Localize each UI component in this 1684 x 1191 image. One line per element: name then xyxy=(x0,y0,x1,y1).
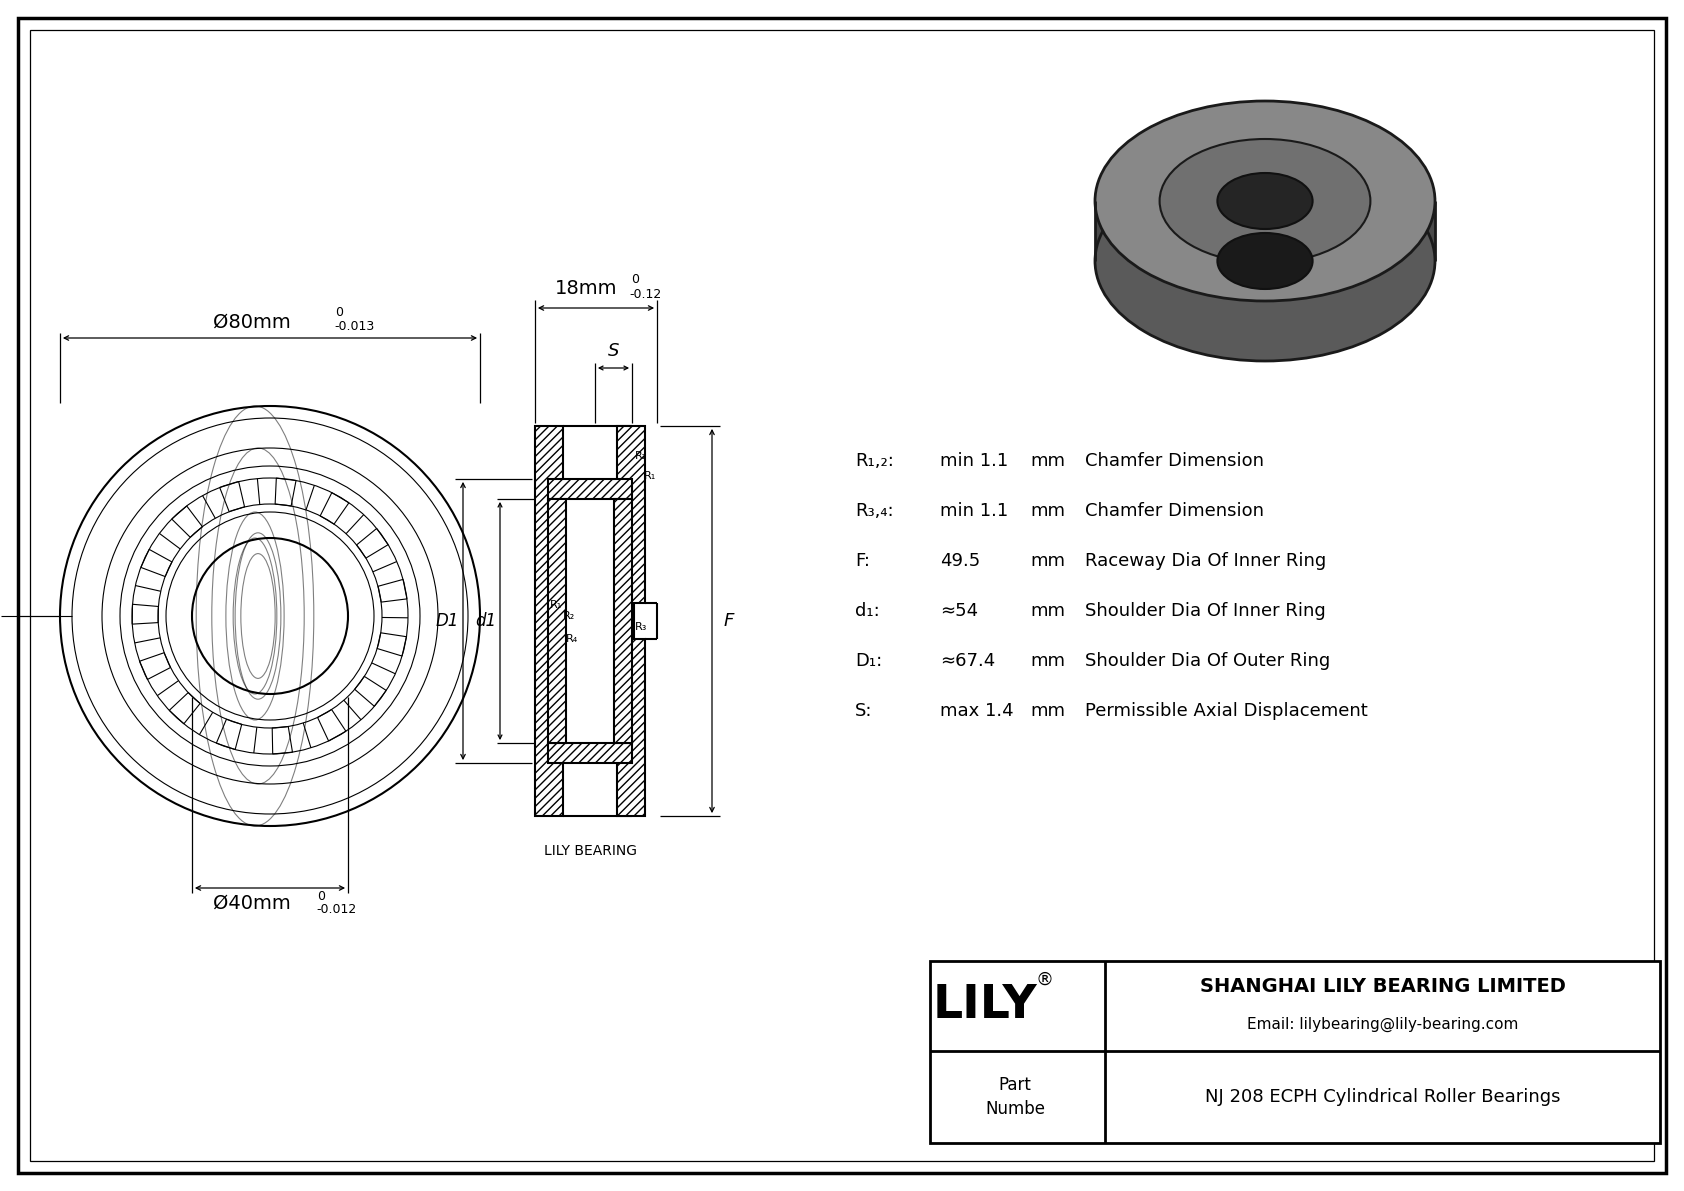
Text: R₁: R₁ xyxy=(551,600,562,610)
Bar xyxy=(930,961,1660,1143)
Text: R₃: R₃ xyxy=(635,622,647,632)
Text: Part
Numbe: Part Numbe xyxy=(985,1075,1046,1118)
Text: mm: mm xyxy=(1031,701,1064,721)
Text: mm: mm xyxy=(1031,551,1064,570)
Text: F: F xyxy=(724,612,734,630)
Text: ≈67.4: ≈67.4 xyxy=(940,651,995,671)
Text: ®: ® xyxy=(1036,971,1054,989)
Text: R₄: R₄ xyxy=(566,634,578,644)
Text: mm: mm xyxy=(1031,501,1064,520)
Text: -0.012: -0.012 xyxy=(317,903,357,916)
Text: NJ 208 ECPH Cylindrical Roller Bearings: NJ 208 ECPH Cylindrical Roller Bearings xyxy=(1204,1089,1561,1106)
Ellipse shape xyxy=(1218,173,1312,229)
Bar xyxy=(547,743,632,763)
Ellipse shape xyxy=(1095,161,1435,361)
Text: LILY BEARING: LILY BEARING xyxy=(544,844,637,858)
Text: 0: 0 xyxy=(317,890,325,903)
Text: -0.12: -0.12 xyxy=(630,288,662,301)
Bar xyxy=(616,426,645,603)
Text: 49.5: 49.5 xyxy=(940,551,980,570)
Text: F:: F: xyxy=(855,551,871,570)
Bar xyxy=(547,499,566,743)
Text: max 1.4: max 1.4 xyxy=(940,701,1014,721)
Ellipse shape xyxy=(1218,233,1312,289)
Text: mm: mm xyxy=(1031,601,1064,621)
Text: D₁:: D₁: xyxy=(855,651,882,671)
Text: SHANGHAI LILY BEARING LIMITED: SHANGHAI LILY BEARING LIMITED xyxy=(1199,977,1566,996)
Text: R₂: R₂ xyxy=(635,451,647,461)
Text: d1: d1 xyxy=(475,612,497,630)
Text: Email: lilybearing@lily-bearing.com: Email: lilybearing@lily-bearing.com xyxy=(1246,1016,1519,1031)
Text: min 1.1: min 1.1 xyxy=(940,453,1009,470)
Bar xyxy=(547,479,632,499)
Text: d₁:: d₁: xyxy=(855,601,879,621)
Bar xyxy=(536,426,562,816)
Text: Ø40mm: Ø40mm xyxy=(214,894,291,913)
Text: R₁,₂:: R₁,₂: xyxy=(855,453,894,470)
Bar xyxy=(547,499,566,743)
Text: Shoulder Dia Of Inner Ring: Shoulder Dia Of Inner Ring xyxy=(1084,601,1325,621)
Text: Permissible Axial Displacement: Permissible Axial Displacement xyxy=(1084,701,1367,721)
Text: 0: 0 xyxy=(632,273,638,286)
Text: mm: mm xyxy=(1031,453,1064,470)
Bar xyxy=(616,640,645,816)
Polygon shape xyxy=(1218,201,1312,261)
Bar xyxy=(616,426,645,603)
Text: S:: S: xyxy=(855,701,872,721)
Text: R₂: R₂ xyxy=(562,611,576,621)
Text: S: S xyxy=(608,342,620,360)
Text: -0.013: -0.013 xyxy=(333,320,374,333)
Text: mm: mm xyxy=(1031,651,1064,671)
Ellipse shape xyxy=(1095,101,1435,301)
Bar xyxy=(547,479,632,499)
Bar xyxy=(536,426,562,816)
Text: Shoulder Dia Of Outer Ring: Shoulder Dia Of Outer Ring xyxy=(1084,651,1330,671)
Bar xyxy=(616,640,645,816)
Text: R₁: R₁ xyxy=(643,470,657,481)
Text: min 1.1: min 1.1 xyxy=(940,501,1009,520)
Text: 0: 0 xyxy=(335,306,344,319)
Text: 18mm: 18mm xyxy=(554,279,618,298)
Text: Chamfer Dimension: Chamfer Dimension xyxy=(1084,453,1265,470)
Text: LILY: LILY xyxy=(933,984,1037,1029)
Bar xyxy=(547,743,632,763)
Polygon shape xyxy=(1095,201,1435,261)
Text: R₃,₄:: R₃,₄: xyxy=(855,501,894,520)
Text: Raceway Dia Of Inner Ring: Raceway Dia Of Inner Ring xyxy=(1084,551,1327,570)
Ellipse shape xyxy=(1160,139,1371,263)
Text: Chamfer Dimension: Chamfer Dimension xyxy=(1084,501,1265,520)
Bar xyxy=(615,499,632,743)
Text: ≈54: ≈54 xyxy=(940,601,978,621)
Text: Ø80mm: Ø80mm xyxy=(214,313,291,332)
Bar xyxy=(615,499,632,743)
Text: D1: D1 xyxy=(436,612,460,630)
